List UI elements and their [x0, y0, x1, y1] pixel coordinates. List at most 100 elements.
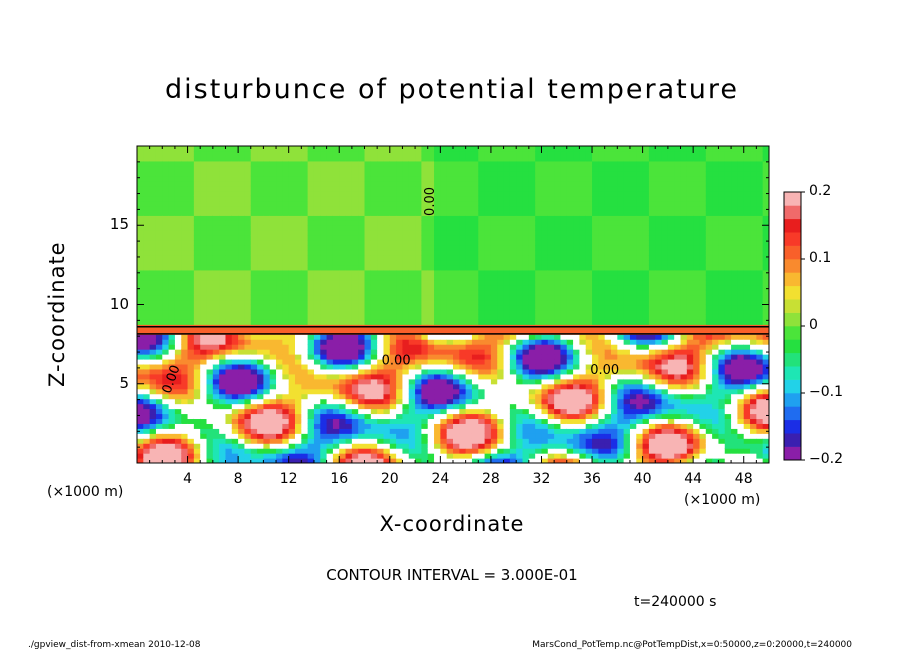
heatmap-cell: [522, 264, 530, 271]
heatmap-cell: [560, 210, 568, 216]
heatmap-cell: [478, 423, 486, 429]
heatmap-cell: [560, 314, 568, 320]
heatmap-cell: [193, 354, 201, 360]
heatmap-cell: [257, 304, 264, 311]
heatmap-cell: [313, 284, 321, 291]
heatmap-cell: [307, 378, 315, 385]
heatmap-cell: [421, 274, 429, 281]
heatmap-cell: [509, 448, 517, 454]
heatmap-cell: [219, 180, 227, 187]
heatmap-cell: [351, 240, 359, 246]
heatmap-cell: [244, 438, 252, 444]
heatmap-cell: [364, 274, 372, 281]
heatmap-cell: [200, 205, 208, 211]
heatmap-cell: [307, 254, 315, 261]
heatmap-cell: [408, 438, 416, 444]
heatmap-cell: [434, 304, 441, 311]
heatmap-cell: [453, 403, 460, 410]
heatmap-cell: [459, 309, 467, 315]
heatmap-cell: [200, 279, 208, 286]
heatmap-cell: [478, 245, 486, 251]
heatmap-cell: [497, 185, 505, 192]
heatmap-cell: [219, 289, 227, 296]
heatmap-cell: [560, 230, 568, 236]
heatmap-cell: [535, 413, 543, 420]
heatmap-cell: [421, 170, 429, 177]
heatmap-cell: [509, 458, 517, 463]
heatmap-cell: [554, 383, 562, 390]
heatmap-cell: [415, 383, 422, 390]
heatmap-cell: [535, 403, 543, 410]
heatmap-cell: [573, 309, 580, 315]
heatmap-cell: [370, 220, 378, 226]
heatmap-cell: [257, 269, 264, 276]
heatmap-cell: [427, 408, 435, 415]
heatmap-cell: [611, 378, 618, 385]
heatmap-cell: [465, 225, 473, 231]
heatmap-cell: [434, 170, 441, 177]
heatmap-cell: [288, 433, 296, 439]
heatmap-cell: [490, 254, 498, 261]
heatmap-cell: [453, 423, 460, 429]
heatmap-cell: [497, 339, 505, 345]
heatmap-cell: [307, 388, 315, 395]
heatmap-cell: [282, 210, 290, 216]
heatmap-cell: [219, 314, 227, 320]
heatmap-cell: [427, 146, 435, 152]
heatmap-cell: [459, 304, 467, 311]
heatmap-cell: [351, 155, 359, 162]
heatmap-cell: [592, 358, 599, 365]
heatmap-cell: [547, 393, 555, 400]
heatmap-cell: [490, 264, 498, 271]
heatmap-cell: [377, 289, 385, 296]
heatmap-cell: [326, 190, 334, 197]
heatmap-cell: [522, 180, 530, 187]
heatmap-cell: [174, 160, 182, 167]
heatmap-cell: [181, 408, 189, 415]
heatmap-cell: [446, 180, 454, 187]
heatmap-cell: [535, 304, 543, 311]
heatmap-cell: [592, 378, 599, 385]
heatmap-cell: [415, 254, 422, 261]
heatmap-cell: [478, 190, 486, 197]
heatmap-cell: [427, 225, 435, 231]
heatmap-cell: [377, 383, 385, 390]
heatmap-cell: [257, 225, 264, 231]
heatmap-cell: [573, 423, 580, 429]
heatmap-cell: [592, 269, 599, 276]
heatmap-cell: [598, 309, 606, 315]
heatmap-cell: [282, 334, 290, 340]
heatmap-cell: [560, 344, 568, 350]
heatmap-cell: [478, 358, 486, 365]
heatmap-cell: [288, 190, 296, 197]
heatmap-cell: [427, 304, 435, 311]
heatmap-cell: [155, 334, 163, 340]
heatmap-cell: [434, 378, 441, 385]
heatmap-cell: [554, 329, 562, 335]
heatmap-cell: [339, 358, 347, 365]
heatmap-cell: [377, 344, 385, 350]
heatmap-cell: [301, 269, 309, 276]
heatmap-cell: [351, 200, 359, 207]
heatmap-cell: [263, 443, 271, 449]
heatmap-cell: [421, 185, 429, 192]
heatmap-cell: [326, 339, 334, 345]
heatmap-cell: [332, 146, 340, 152]
heatmap-cell: [560, 458, 568, 463]
heatmap-cell: [478, 314, 486, 320]
heatmap-cell: [566, 269, 574, 276]
heatmap-cell: [377, 378, 385, 385]
heatmap-cell: [509, 279, 517, 286]
heatmap-cell: [200, 458, 208, 463]
heatmap-cell: [269, 413, 277, 420]
heatmap-cell: [238, 314, 246, 320]
heatmap-cell: [377, 403, 385, 410]
heatmap-cell: [238, 398, 246, 405]
heatmap-cell: [295, 220, 302, 226]
heatmap-cell: [231, 269, 239, 276]
heatmap-cell: [206, 269, 214, 276]
heatmap-cell: [276, 448, 283, 454]
heatmap-cell: [332, 443, 340, 449]
heatmap-cell: [446, 195, 454, 202]
heatmap-cell: [377, 150, 385, 157]
